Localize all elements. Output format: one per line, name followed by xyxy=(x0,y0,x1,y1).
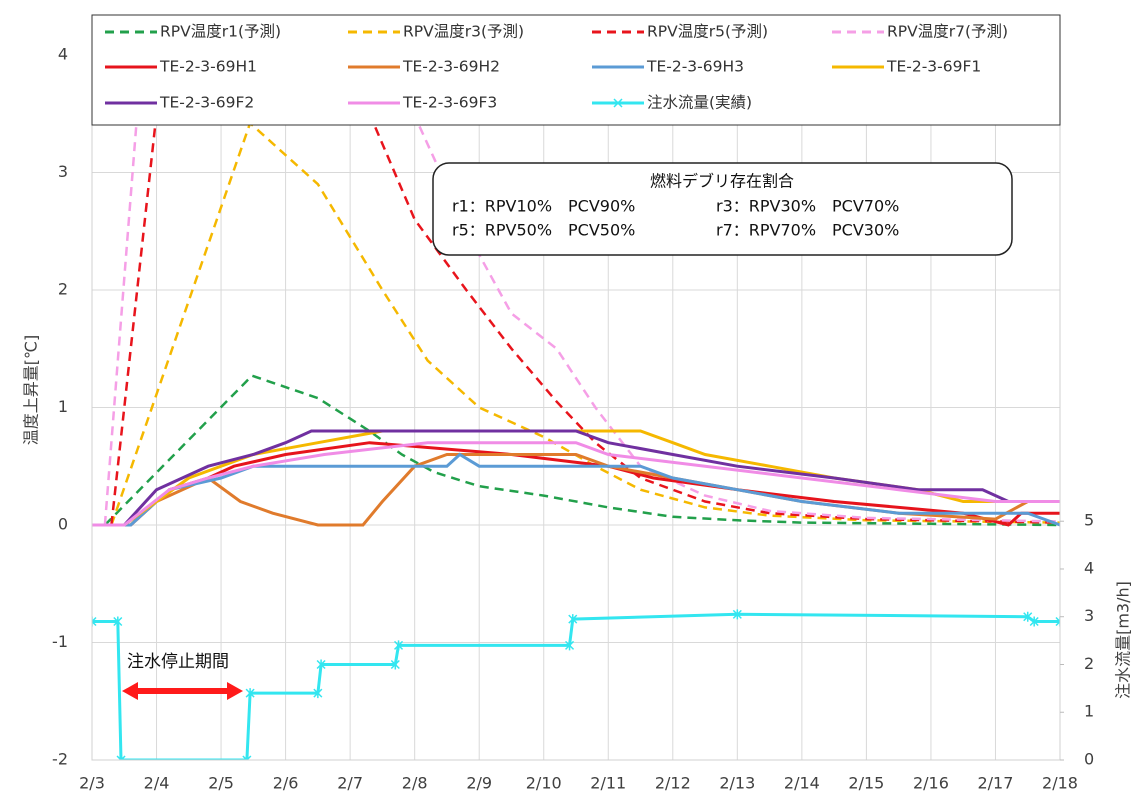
legend-box xyxy=(91,14,1061,126)
x-tick-label: 2/18 xyxy=(1042,774,1078,793)
legend-label: TE-2-3-69H1 xyxy=(159,58,257,76)
arrow-head xyxy=(122,682,138,700)
data xyxy=(92,15,1060,760)
y-tick-label: 0 xyxy=(58,514,68,533)
annotation-line: r3：RPV30% PCV70% xyxy=(716,197,899,216)
legend-label: RPV温度r3(予測) xyxy=(403,23,524,41)
series-marker xyxy=(1055,616,1060,627)
annotation-line: r7：RPV70% PCV30% xyxy=(716,221,899,240)
legend-label: RPV温度r7(予測) xyxy=(887,23,1008,41)
period-label: 注水停止期間 xyxy=(127,652,229,672)
arrow-head xyxy=(227,682,243,700)
series-line xyxy=(92,429,1060,527)
series-line xyxy=(104,374,1060,527)
series-marker xyxy=(1029,616,1039,627)
series-line xyxy=(92,441,1060,527)
series-marker xyxy=(92,616,97,627)
series-marker xyxy=(116,755,126,760)
x-tick-label: 2/17 xyxy=(977,774,1013,793)
legend-label: RPV温度r5(予測) xyxy=(647,23,768,41)
y-tick-label: 4 xyxy=(58,44,68,63)
x-tick-label: 2/11 xyxy=(590,774,626,793)
x-tick-label: 2/13 xyxy=(719,774,755,793)
annotation-line: r5：RPV50% PCV50% xyxy=(452,221,635,240)
x-tick-label: 2/14 xyxy=(784,774,820,793)
series-marker xyxy=(565,640,575,651)
legend: RPV温度r1(予測) RPV温度r3(予測) RPV温度r5(予測) RPV温度r7… xyxy=(91,14,1061,126)
series-line xyxy=(103,15,1060,526)
x-tick-label: 2/12 xyxy=(655,774,691,793)
x-tick-label: 2/7 xyxy=(337,774,363,793)
y-tick-label: 2 xyxy=(58,279,68,298)
y2-tick-label: 2 xyxy=(1084,654,1094,673)
legend-label: TE-2-3-69H3 xyxy=(646,58,744,76)
series-marker xyxy=(245,688,255,699)
x-tick-label: 2/6 xyxy=(273,774,299,793)
x-tick-label: 2/10 xyxy=(526,774,562,793)
series-line xyxy=(110,120,1060,526)
legend-label: TE-2-3-69H2 xyxy=(402,58,500,76)
annotation-line: r1：RPV10% PCV90% xyxy=(452,197,635,216)
legend-label: RPV温度r1(予測) xyxy=(160,23,281,41)
y-axis-label: 温度上昇量[℃] xyxy=(22,335,41,445)
legend-label: TE-2-3-69F1 xyxy=(886,58,981,76)
period-arrow xyxy=(122,682,243,700)
series-marker xyxy=(242,755,252,760)
series-marker xyxy=(316,659,326,670)
series-marker xyxy=(394,640,404,651)
y2-tick-label: 1 xyxy=(1084,702,1094,721)
y-tick-label: -2 xyxy=(52,750,68,769)
series-marker xyxy=(313,688,323,699)
series-marker xyxy=(1023,611,1033,622)
legend-label: TE-2-3-69F3 xyxy=(402,94,497,112)
legend-marker xyxy=(613,98,623,108)
series-marker xyxy=(568,614,578,625)
x-tick-label: 2/8 xyxy=(402,774,428,793)
y2-tick-label: 5 xyxy=(1084,511,1094,530)
x-tick-label: 2/3 xyxy=(79,774,105,793)
y-tick-label: -1 xyxy=(52,632,68,651)
x-tick-label: 2/9 xyxy=(466,774,492,793)
x-tick-label: 2/4 xyxy=(144,774,170,793)
y2-axis-label: 注水流量[m3/h] xyxy=(1114,581,1133,699)
legend-label: 注水流量(実績) xyxy=(647,94,752,112)
y2-tick-label: 3 xyxy=(1084,606,1094,625)
series-marker xyxy=(113,616,123,627)
x-tick-label: 2/15 xyxy=(848,774,884,793)
x-tick-label: 2/5 xyxy=(208,774,234,793)
annotation-box xyxy=(432,162,1013,256)
y2-tick-label: 0 xyxy=(1084,750,1094,769)
y-tick-label: 1 xyxy=(58,397,68,416)
annotation-title: 燃料デブリ存在割合 xyxy=(650,172,794,191)
legend-label: TE-2-3-69F2 xyxy=(159,94,254,112)
y2-tick-label: 4 xyxy=(1084,558,1094,577)
y-tick-label: 3 xyxy=(58,162,68,181)
x-tick-label: 2/16 xyxy=(913,774,949,793)
series-marker xyxy=(732,609,742,620)
series-marker xyxy=(390,659,400,670)
